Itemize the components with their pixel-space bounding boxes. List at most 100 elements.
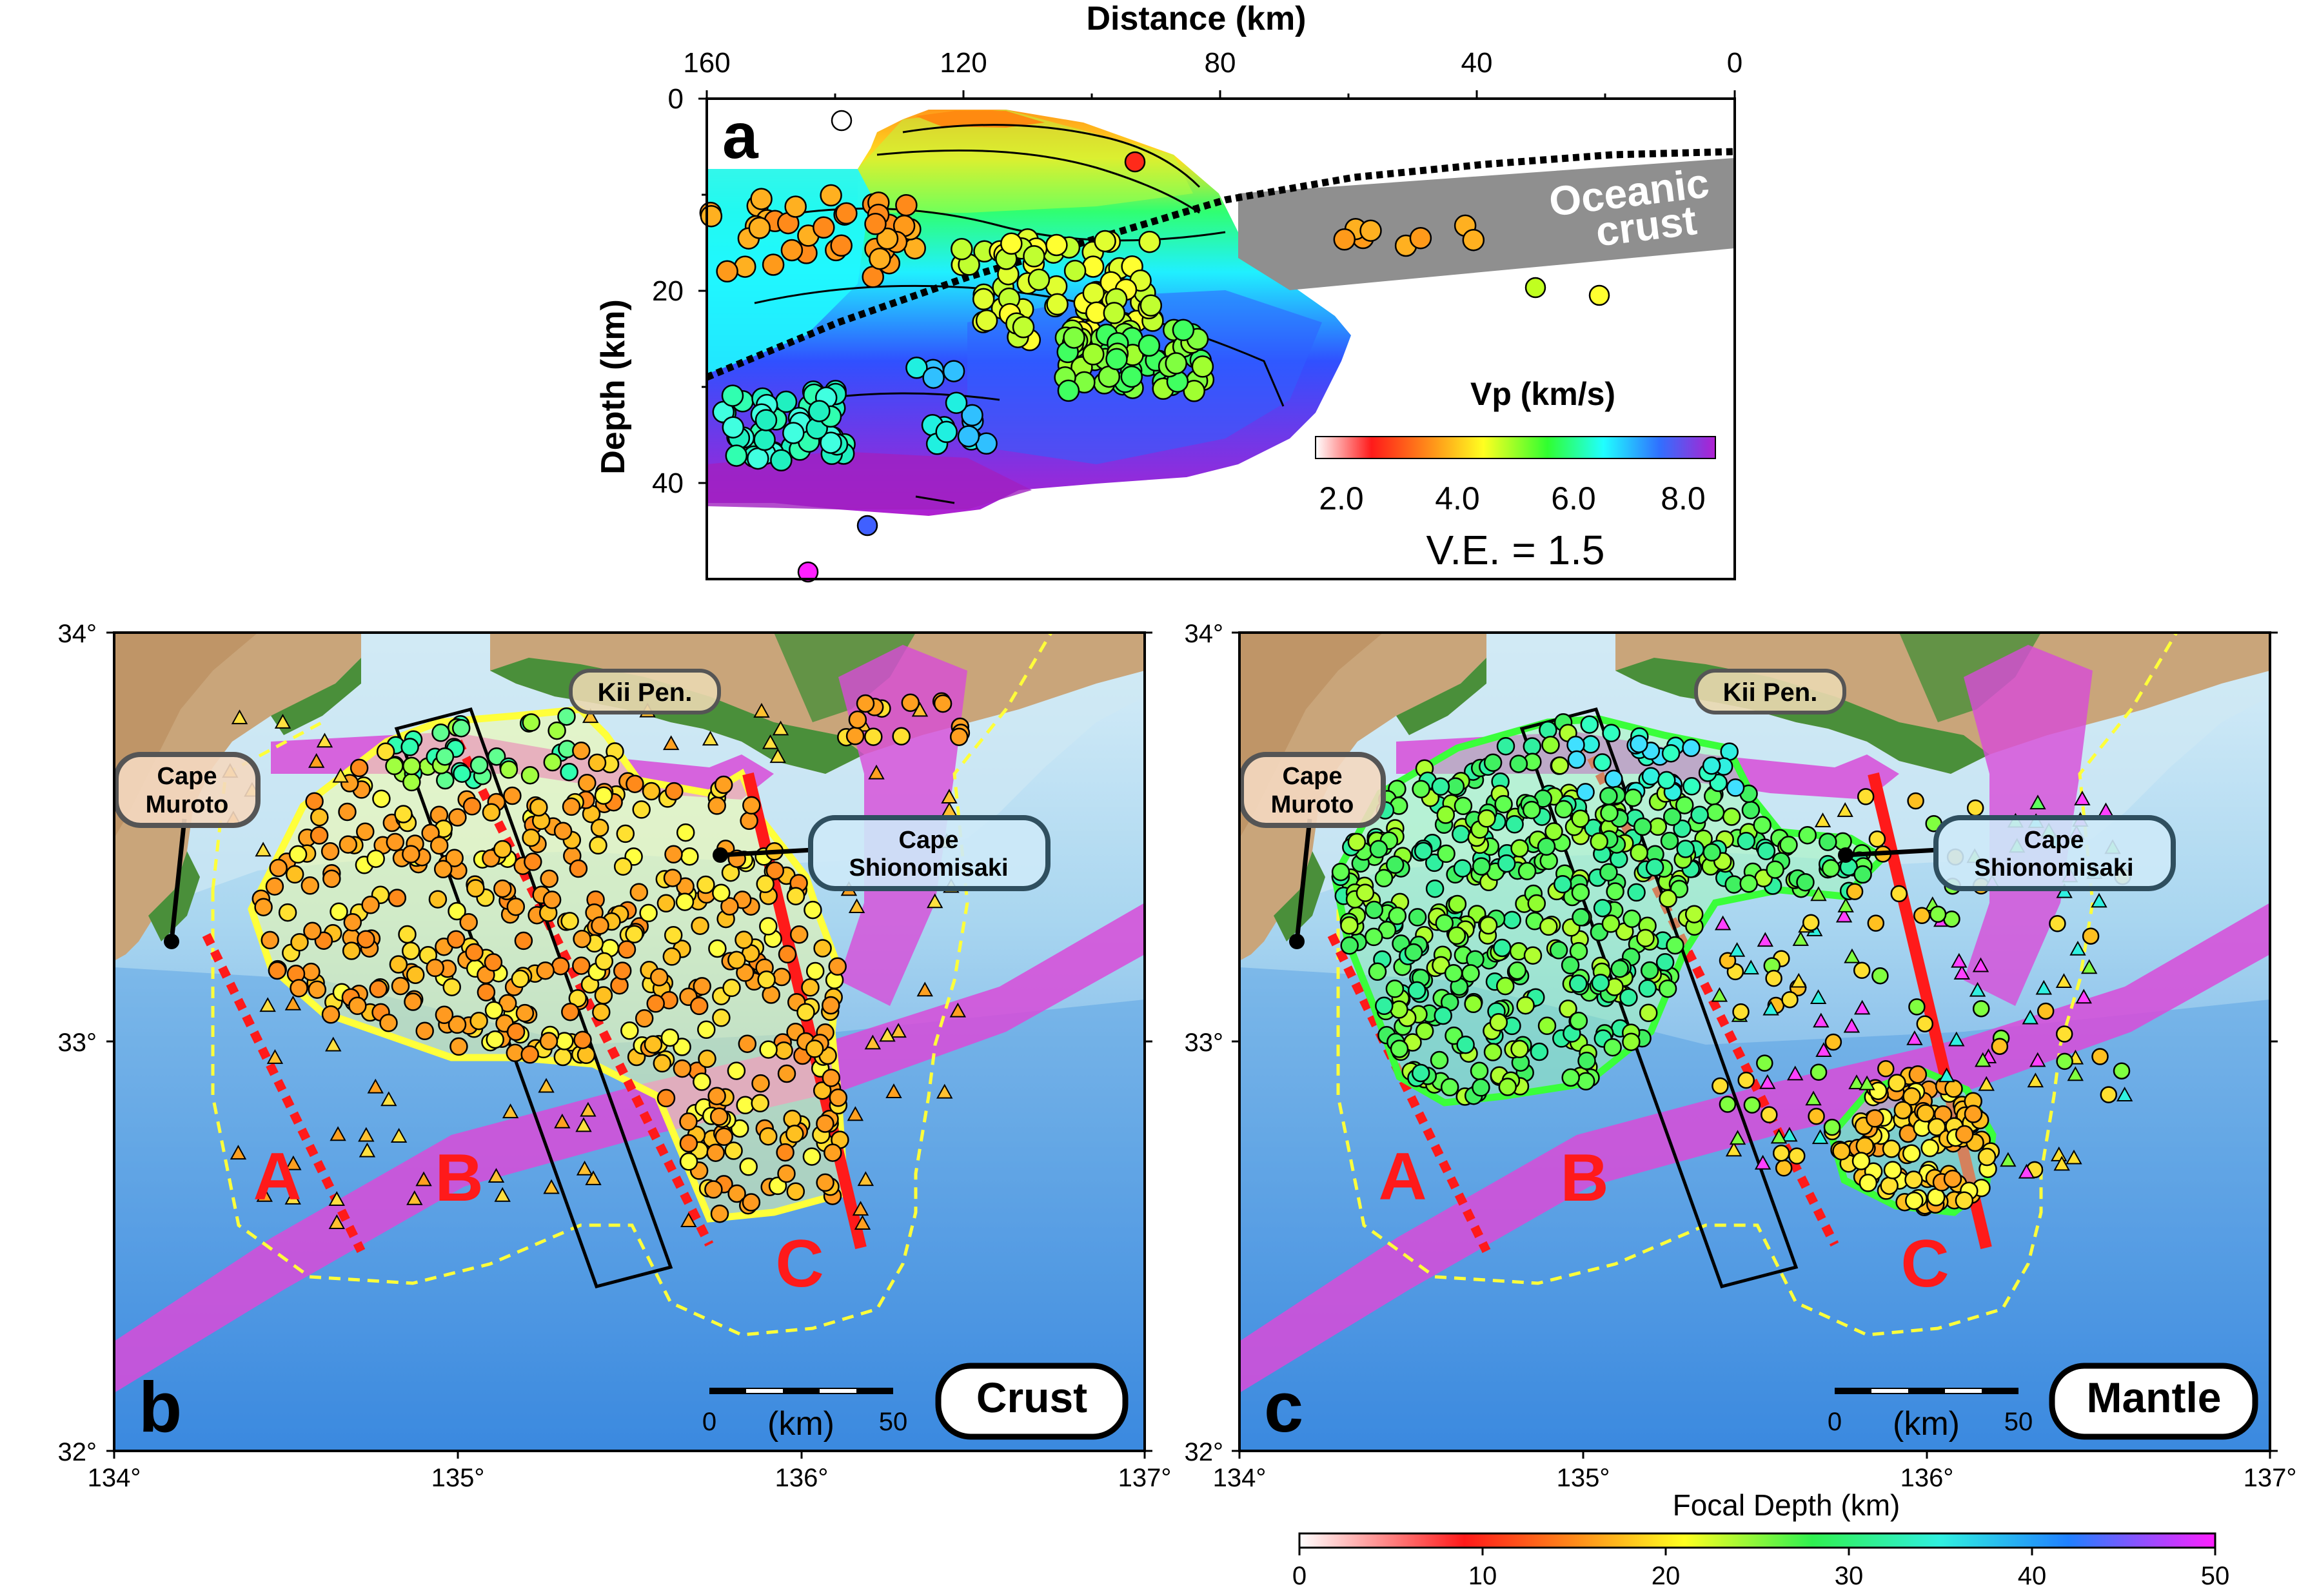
- hypocenter-triangle: [554, 1113, 571, 1128]
- hypocenter-dot: [1576, 783, 1595, 802]
- hypocenter-dot: [465, 943, 484, 962]
- hypocenter-dot: [435, 1005, 454, 1025]
- lon-tick-c: 134°: [1213, 1464, 1267, 1492]
- hypocenter-dot: [617, 940, 636, 959]
- hypocenter-triangle: [2053, 1156, 2070, 1171]
- hypocenter-dot: [1666, 936, 1684, 955]
- hypocenter-triangle: [255, 842, 271, 857]
- hypocenter-dot: [1517, 862, 1537, 881]
- hypocenter-dot: [573, 1030, 592, 1049]
- hypocenter-triangle: [1906, 1030, 1923, 1045]
- hypocenter-dot: [813, 216, 835, 239]
- hypocenter-dot: [379, 1014, 398, 1032]
- hypocenter-dot: [560, 762, 578, 782]
- hypocenter-dot: [756, 874, 775, 894]
- hypocenter-dot: [338, 802, 357, 822]
- hypocenter-dot: [776, 1143, 794, 1162]
- hypocenter-dot: [1859, 1174, 1878, 1192]
- hypocenter-dot: [493, 879, 512, 898]
- muroto-leader: [169, 818, 187, 942]
- hypocenter-dot: [1470, 1061, 1489, 1081]
- hypocenter-dot: [1853, 961, 1871, 980]
- hypocenter-dot: [499, 760, 518, 779]
- vp-colorbar-tick: 8.0: [1661, 480, 1706, 517]
- hypocenter-dot: [620, 1021, 639, 1040]
- hypocenter-dot: [1798, 825, 1817, 845]
- hypocenter-dot: [1977, 1147, 1997, 1167]
- hypocenter-triangle: [358, 1127, 375, 1142]
- hypocenter-dot: [1027, 268, 1051, 291]
- hypocenter-dot: [813, 939, 832, 958]
- hypocenter-dot: [829, 1089, 848, 1107]
- hypocenter-dot: [1712, 1077, 1729, 1095]
- hypocenter-dot: [1761, 1106, 1778, 1123]
- hypocenter-triangle: [380, 1091, 397, 1107]
- hypocenter-dot: [1537, 1016, 1557, 1036]
- hypocenter-dot: [1063, 326, 1085, 349]
- hypocenter-dot: [922, 366, 945, 389]
- hypocenter-dot: [1890, 885, 1908, 903]
- hypocenter-dot: [751, 1074, 770, 1093]
- focal-depth-tick: 50: [2201, 1562, 2230, 1590]
- hypocenter-dot: [1808, 1107, 1825, 1125]
- lon-tick-b: 134°: [88, 1464, 141, 1492]
- label-kii-peninsula: Kii Pen.: [569, 669, 721, 714]
- panel-b-scale-end: 50: [879, 1408, 908, 1436]
- hypocenter-dot: [845, 727, 865, 745]
- hypocenter-dot: [1571, 883, 1590, 902]
- hypocenter-dot: [1913, 907, 1931, 925]
- hypocenter-dot: [572, 956, 591, 975]
- hypocenter-triangle: [1728, 941, 1746, 957]
- hypocenter-triangle: [1810, 989, 1827, 1004]
- hypocenter-triangle: [1711, 987, 1728, 1002]
- hypocenter-triangle: [1725, 1141, 1742, 1157]
- hypocenter-dot: [1883, 1161, 1902, 1179]
- hypocenter-dot: [680, 847, 699, 866]
- hypocenter-dot: [448, 901, 466, 921]
- hypocenter-triangle: [231, 709, 248, 725]
- hypocenter-dot: [709, 1107, 729, 1126]
- hypocenter-dot: [1851, 1152, 1871, 1170]
- hypocenter-dot: [1571, 809, 1590, 828]
- hypocenter-dot: [1456, 1035, 1475, 1054]
- panel-a-x-tick: 160: [683, 47, 730, 79]
- lat-tick-c: 34°: [1185, 620, 1224, 648]
- hypocenter-dot: [2049, 915, 2066, 932]
- hypocenter-dot: [1633, 817, 1652, 836]
- hypocenter-dot: [577, 1045, 596, 1065]
- hypocenter-dot: [706, 1143, 725, 1162]
- panel-a-x-axis-title: Distance (km): [1087, 0, 1307, 37]
- hypocenter-dot: [725, 444, 748, 467]
- hypocenter-dot: [1374, 869, 1394, 888]
- hypocenter-dot: [1753, 816, 1771, 834]
- hypocenter-triangle: [328, 1214, 346, 1229]
- hypocenter-dot: [696, 875, 715, 894]
- hypocenter-triangle: [502, 1103, 519, 1119]
- hypocenter-dot: [590, 818, 609, 837]
- hypocenter-triangle: [582, 708, 599, 724]
- hypocenter-dot: [1063, 259, 1087, 282]
- hypocenter-triangle: [936, 1083, 953, 1099]
- hypocenter-triangle: [576, 1160, 593, 1176]
- hypocenter-dot: [782, 422, 805, 444]
- hypocenter-triangle: [1814, 813, 1831, 827]
- hypocenter-dot: [820, 184, 842, 207]
- hypocenter-triangle: [284, 1190, 301, 1205]
- hypocenter-dot: [268, 961, 287, 980]
- hypocenter-dot: [613, 857, 633, 876]
- hypocenter-dot: [1624, 788, 1643, 807]
- hypocenter-dot: [957, 425, 980, 448]
- hypocenter-dot: [1663, 807, 1682, 826]
- hypocenter-triangle: [488, 1168, 505, 1183]
- hypocenter-dot: [1590, 832, 1608, 851]
- hypocenter-dot: [595, 952, 614, 971]
- profile-box-c: [1519, 707, 1799, 1288]
- hypocenter-dot: [1779, 836, 1798, 854]
- hypocenter-dot: [801, 978, 820, 997]
- hypocenter-dot: [1464, 994, 1483, 1014]
- hypocenter-dot: [469, 756, 489, 774]
- hypocenter-dot: [1684, 905, 1704, 923]
- lat-tick-b: 34°: [58, 620, 97, 648]
- hypocenter-dot: [1333, 228, 1356, 251]
- hypocenter-triangle: [1810, 886, 1827, 901]
